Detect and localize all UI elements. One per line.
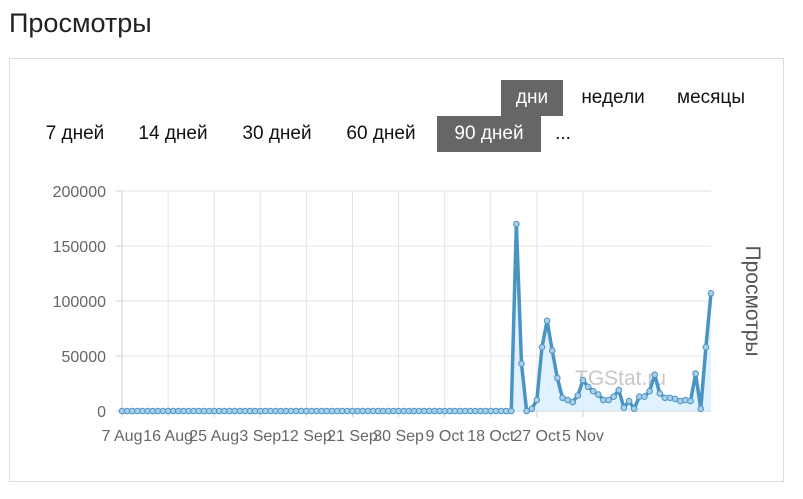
x-tick-label: 7 Aug: [102, 428, 143, 445]
range-60-days-button[interactable]: 60 дней: [346, 123, 416, 144]
range-90-days-button[interactable]: 90 дней: [437, 116, 541, 152]
x-tick-label: 16 Aug: [143, 428, 193, 445]
y-axis-title: Просмотры: [741, 246, 764, 357]
data-point: [707, 290, 715, 297]
page-title: Просмотры: [9, 8, 152, 38]
granularity-days-button[interactable]: дни: [501, 80, 563, 116]
y-tick-label: 200000: [53, 184, 106, 201]
data-point: [579, 376, 587, 384]
data-point: [543, 317, 551, 325]
data-point: [646, 387, 653, 395]
x-tick-label: 27 Oct: [513, 428, 561, 445]
range-14-days-button[interactable]: 14 дней: [138, 123, 208, 144]
data-point: [528, 405, 536, 413]
data-point: [589, 387, 597, 395]
data-point: [615, 386, 623, 394]
data-point: [605, 396, 612, 404]
x-tick-label: 25 Aug: [189, 428, 239, 445]
data-point: [584, 383, 592, 391]
y-tick-label: 100000: [53, 294, 106, 311]
data-point: [610, 393, 617, 401]
x-tick-label: 9 Oct: [426, 428, 465, 445]
data-point: [513, 220, 520, 228]
y-tick-label: 0: [97, 404, 106, 421]
granularity-weeks-button[interactable]: недели: [581, 87, 645, 108]
data-point: [697, 405, 705, 413]
data-point: [518, 360, 525, 368]
range-30-days-button[interactable]: 30 дней: [242, 123, 312, 144]
y-tick-label: 50000: [62, 349, 107, 366]
y-tick-label: 150000: [53, 239, 106, 256]
x-tick-label: 30 Sep: [373, 428, 424, 445]
data-point: [554, 374, 561, 382]
data-point: [548, 347, 556, 354]
data-point: [538, 343, 546, 351]
data-point: [625, 397, 633, 405]
data-point: [630, 405, 638, 413]
x-tick-label: 21 Sep: [327, 428, 378, 445]
data-point: [595, 391, 602, 398]
x-tick-label: 12 Sep: [281, 428, 332, 445]
data-point: [702, 343, 710, 351]
data-point: [656, 390, 664, 397]
data-point: [692, 370, 699, 377]
granularity-months-button[interactable]: месяцы: [677, 87, 745, 108]
x-tick-label: 18 Oct: [467, 428, 515, 445]
x-tick-label: 3 Sep: [239, 428, 281, 445]
range-7-days-button[interactable]: 7 дней: [45, 123, 105, 144]
data-point: [533, 396, 541, 404]
data-point: [641, 393, 648, 401]
data-point: [507, 407, 515, 415]
data-point: [569, 398, 577, 406]
data-point: [651, 371, 658, 379]
chart-panel: 0 50000 100000 150000 200000 7 Aug 16 Aug 25 Au…: [9, 58, 784, 482]
watermark: TGStat.ru: [575, 367, 666, 390]
data-point: [574, 392, 582, 399]
x-tick-label: 5 Nov: [562, 428, 604, 445]
data-point: [620, 404, 628, 412]
data-point: [687, 397, 694, 405]
range-more-button[interactable]: ...: [555, 123, 571, 144]
